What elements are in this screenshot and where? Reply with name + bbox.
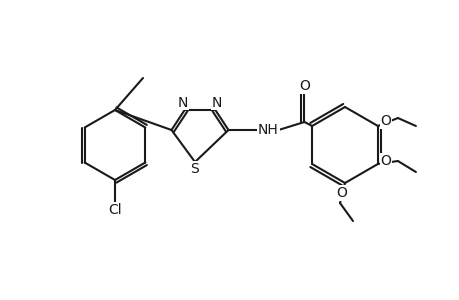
- Text: N: N: [211, 95, 222, 110]
- Text: O: O: [380, 114, 391, 128]
- Text: N: N: [178, 95, 188, 110]
- Text: O: O: [336, 186, 347, 200]
- Text: NH: NH: [257, 123, 278, 137]
- Text: Cl: Cl: [108, 203, 122, 217]
- Text: S: S: [190, 162, 199, 176]
- Text: O: O: [380, 154, 391, 168]
- Text: O: O: [298, 79, 309, 93]
